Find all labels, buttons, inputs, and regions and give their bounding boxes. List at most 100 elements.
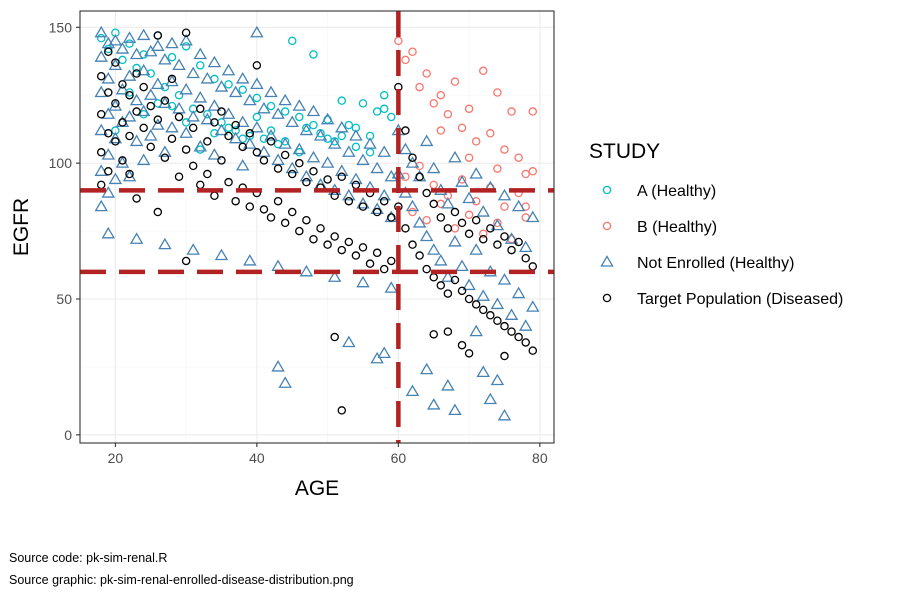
target-population-diseased-point [188,161,198,171]
not-enrolled-healthy-point [207,148,222,160]
a-healthy-point [174,90,184,100]
not-enrolled-healthy-point [299,169,314,182]
not-enrolled-healthy-point [207,99,222,111]
not-enrolled-healthy-point [129,93,144,106]
target-population-diseased-point [443,224,453,233]
b-healthy-point [479,66,488,76]
target-population-diseased-point [132,194,141,203]
not-enrolled-healthy-point [179,82,193,95]
not-enrolled-healthy-point [158,53,172,65]
not-enrolled-healthy-point [250,77,264,90]
not-enrolled-healthy-point [108,33,123,46]
not-enrolled-healthy-point [299,123,314,136]
target-population-diseased-point [429,330,438,339]
target-population-diseased-point [280,218,290,228]
target-population-diseased-point [330,232,339,241]
b-healthy-point [471,196,481,206]
legend-key-not-enrolled-healthy [600,255,614,267]
target-population-diseased-point [203,137,212,146]
not-enrolled-healthy-point [243,137,257,149]
target-population-diseased-point [295,226,304,236]
not-enrolled-healthy-point [129,47,144,60]
a-healthy-point [266,126,276,135]
not-enrolled-healthy-point [285,161,299,174]
target-population-diseased-point [125,131,134,141]
not-enrolled-healthy-point [158,237,172,250]
target-population-diseased-point [457,218,467,228]
target-population-diseased-point [479,234,488,244]
target-population-diseased-point [479,305,488,315]
not-enrolled-healthy-point [108,172,123,185]
target-population-diseased-point [408,240,417,249]
a-healthy-point [379,104,389,114]
target-population-diseased-point [309,167,318,176]
not-enrolled-healthy-point [179,126,193,138]
target-population-diseased-point [486,224,495,233]
not-enrolled-healthy-point [363,137,377,149]
a-healthy-point [132,63,141,73]
not-enrolled-healthy-point [200,72,215,84]
a-healthy-point [358,99,368,108]
not-enrolled-healthy-point [335,164,349,176]
target-population-diseased-point [118,118,127,127]
legend-key-a-healthy [602,185,612,195]
target-population-diseased-point [125,90,134,100]
not-enrolled-healthy-point [412,216,427,228]
target-population-diseased-point [302,215,311,225]
a-healthy-point [224,80,233,89]
a-healthy-point [351,142,361,152]
not-enrolled-healthy-point [129,232,144,244]
not-enrolled-healthy-point [526,300,540,312]
target-population-diseased-point [387,256,396,266]
target-population-diseased-point [181,145,191,154]
target-population-diseased-point [457,340,467,350]
b-healthy-point [493,164,502,173]
target-population-diseased-point [174,172,184,181]
target-population-diseased-point [415,251,424,260]
not-enrolled-healthy-point [335,120,349,133]
not-enrolled-healthy-point [405,199,420,212]
not-enrolled-healthy-point [370,161,384,174]
not-enrolled-healthy-point [511,286,526,299]
target-population-diseased-point [464,294,474,304]
not-enrolled-healthy-point [101,72,116,84]
target-population-diseased-point [132,107,141,116]
a-healthy-point [96,33,106,43]
target-population-diseased-point [330,332,339,342]
not-enrolled-healthy-point [476,205,490,217]
not-enrolled-healthy-point [158,145,172,157]
caption-source-graphic: Source graphic: pk-sim-renal-enrolled-di… [9,573,354,587]
not-enrolled-healthy-point [476,365,490,378]
target-population-diseased-point [344,196,354,206]
not-enrolled-healthy-point [448,150,462,163]
b-healthy-point [464,104,474,114]
target-population-diseased-point [365,259,375,268]
b-healthy-point [528,107,538,116]
target-population-diseased-point [266,213,276,222]
target-population-diseased-point [104,167,113,176]
not-enrolled-healthy-point [122,69,137,81]
target-population-diseased-point [160,153,170,162]
target-population-diseased-point [507,245,516,255]
target-population-diseased-point [259,205,269,214]
not-enrolled-healthy-point [193,139,208,152]
x-tick-label: 80 [532,450,548,466]
b-healthy-point [408,207,417,217]
not-enrolled-healthy-point [356,197,370,209]
a-healthy-point [259,134,269,143]
not-enrolled-healthy-point [497,273,512,285]
a-healthy-point [379,90,389,100]
target-population-diseased-point [280,150,290,160]
not-enrolled-healthy-point [186,66,200,79]
not-enrolled-healthy-point [490,218,505,231]
target-population-diseased-point [387,213,396,222]
not-enrolled-healthy-point [122,31,137,43]
a-healthy-point [266,101,276,111]
target-population-diseased-point [514,332,523,342]
b-healthy-point [507,107,516,116]
target-population-diseased-point [457,286,467,296]
legend-label-a-healthy: A (Healthy) [637,183,716,200]
target-population-diseased-point [167,134,177,143]
target-population-diseased-point [500,321,509,331]
